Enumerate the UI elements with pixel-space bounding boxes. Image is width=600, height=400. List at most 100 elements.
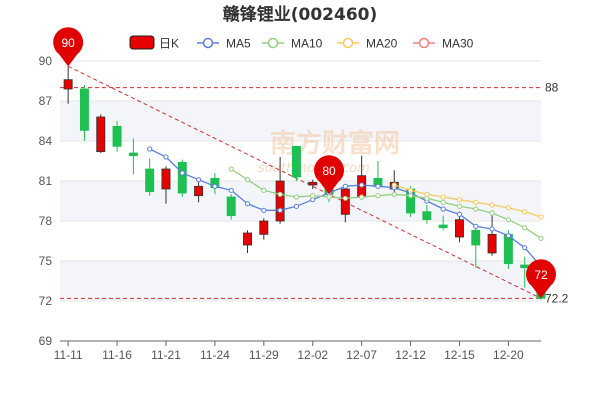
- candle: [422, 205, 432, 224]
- candle: [340, 186, 350, 223]
- candle: [79, 85, 89, 141]
- x-tick-label: 12-12: [395, 348, 426, 362]
- x-tick-label: 12-07: [346, 348, 377, 362]
- series-point-MA10: [407, 193, 414, 199]
- x-axis: 11-11 11-16 11-21 11-24 11-29 12-02 12-07 12-12…: [54, 340, 541, 362]
- candle: [194, 182, 204, 203]
- legend-swatch-日K: [129, 35, 155, 50]
- candle-body: [471, 229, 481, 246]
- legend-label-MA10: MA10: [291, 37, 323, 51]
- series-point-MA5: [342, 183, 348, 189]
- candle: [177, 159, 187, 197]
- series-point-MA10: [326, 194, 332, 200]
- candle-body: [96, 116, 106, 153]
- candle: [161, 166, 171, 204]
- series-point-MA10: [391, 191, 397, 197]
- series-point-MA5: [440, 206, 446, 212]
- band-72: [60, 261, 541, 301]
- series-point-MA5: [277, 207, 283, 213]
- legend-marker-MA5: [202, 37, 214, 49]
- candle-body: [128, 152, 138, 157]
- series-point-MA5: [489, 226, 495, 232]
- candle-body: [291, 145, 301, 178]
- series-point-MA5: [522, 245, 528, 251]
- series-point-MA10: [244, 177, 251, 183]
- series-point-MA10: [342, 195, 348, 201]
- series-point-MA20: [522, 209, 528, 215]
- marker-pin-shape: [526, 259, 557, 299]
- candle-body: [226, 196, 236, 217]
- price-markers: 90 80 72: [53, 27, 557, 299]
- series-point-MA5: [147, 146, 153, 152]
- candle-body: [422, 211, 432, 221]
- candle: [259, 218, 269, 240]
- series-point-MA20: [473, 199, 479, 205]
- series-point-MA5: [456, 211, 463, 217]
- candle: [226, 194, 236, 220]
- candle-body: [112, 125, 122, 147]
- marker-label: 72: [534, 268, 548, 282]
- y-tick-label: 69: [39, 334, 53, 348]
- series-point-MA5: [293, 203, 300, 209]
- candle-body: [503, 233, 513, 265]
- candlesticks: [63, 66, 546, 300]
- series-point-MA5: [212, 183, 218, 189]
- y-axis: 69 72 75 78 81 84 87 90: [39, 54, 53, 348]
- series-point-MA20: [407, 187, 414, 193]
- marker-label: 80: [322, 164, 336, 178]
- candle-body: [243, 232, 252, 246]
- series-point-MA10: [277, 191, 283, 197]
- candle-body: [63, 79, 73, 90]
- series-point-MA20: [424, 191, 430, 197]
- series-line-MA10: [230, 168, 542, 239]
- candle-body: [520, 264, 530, 269]
- series-point-MA10: [228, 166, 234, 172]
- candle-body: [79, 88, 89, 131]
- marker-pin-80: 80: [314, 155, 345, 195]
- legend-label-MA20: MA20: [366, 37, 398, 51]
- candle: [438, 215, 448, 231]
- candle: [487, 210, 497, 256]
- candle: [112, 121, 122, 152]
- x-tick-label: 12-02: [297, 348, 328, 362]
- candle-body: [177, 161, 187, 194]
- series-point-MA5: [473, 223, 479, 229]
- series-point-MA10: [310, 193, 316, 199]
- series-point-MA10: [261, 187, 267, 193]
- series-point-MA20: [456, 197, 463, 203]
- series-point-MA5: [179, 170, 185, 176]
- series-point-MA10: [456, 203, 463, 209]
- series-point-MA20: [505, 205, 511, 211]
- x-tick-label: 12-15: [444, 348, 475, 362]
- candle-body: [145, 168, 155, 193]
- series-point-MA5: [261, 207, 267, 213]
- candle-body: [161, 168, 171, 190]
- x-tick-label: 11-21: [151, 348, 181, 362]
- y-tick-label: 78: [39, 214, 53, 228]
- y-tick-label: 72: [39, 294, 53, 308]
- marker-pin-90: 90: [53, 27, 84, 67]
- series-point-MA5: [505, 233, 511, 239]
- series-point-MA5: [244, 201, 251, 207]
- trend-line: [67, 65, 542, 299]
- chart-title: 赣锋锂业(002460): [223, 4, 378, 25]
- series-point-MA5: [163, 154, 169, 160]
- legend-marker-MA10: [267, 37, 279, 49]
- y-tick-label: 90: [39, 54, 53, 68]
- x-tick-label: 11-29: [249, 348, 279, 362]
- series-point-MA20: [538, 214, 544, 220]
- x-tick-label: 12-20: [493, 348, 524, 362]
- candle-body: [275, 180, 285, 222]
- series-point-MA10: [375, 193, 381, 199]
- legend-label-MA5: MA5: [226, 37, 251, 51]
- series-point-MA5: [228, 187, 234, 193]
- candle-body: [340, 188, 350, 215]
- marker-label: 90: [61, 36, 75, 50]
- candle: [291, 145, 301, 181]
- series-point-MA20: [391, 182, 397, 188]
- band-84: [60, 101, 541, 141]
- legend-label-MA30: MA30: [442, 37, 474, 51]
- candle: [145, 158, 155, 196]
- candle: [63, 66, 73, 104]
